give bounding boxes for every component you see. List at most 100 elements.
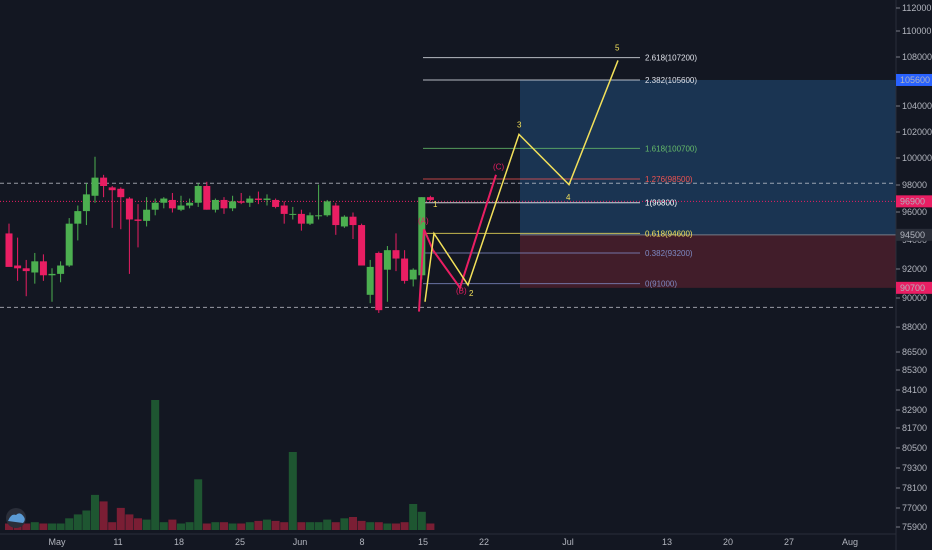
abc-wave-line xyxy=(418,174,497,312)
volume-bar xyxy=(271,520,280,530)
impulse-wave-label: 2 xyxy=(469,289,474,298)
volume-bar xyxy=(177,523,185,530)
candle-body xyxy=(383,250,391,270)
price-tick-label: 92000 xyxy=(902,264,927,274)
volume-bar xyxy=(159,522,168,530)
candle-body xyxy=(229,201,237,209)
price-tick-label: 80500 xyxy=(902,443,927,453)
fib-level-label: 0.618(94600) xyxy=(645,229,693,238)
price-tick-label: 96000 xyxy=(902,207,927,217)
impulse-wave-label: 4 xyxy=(566,193,571,202)
volume-bar xyxy=(263,519,271,530)
volume-bar xyxy=(116,507,125,530)
candle-body xyxy=(263,198,271,200)
volume-bar xyxy=(5,523,13,530)
price-tick-label: 81700 xyxy=(902,423,927,433)
candle-body xyxy=(211,199,219,210)
candle-body xyxy=(323,201,331,216)
volume-bar xyxy=(220,522,228,530)
time-tick-label: 8 xyxy=(359,537,364,547)
volume-bar xyxy=(314,522,323,530)
volume-bar xyxy=(297,522,306,530)
fib-level-label: 0.382(93200) xyxy=(645,249,693,258)
volume-bar xyxy=(142,519,151,530)
stop-zone xyxy=(520,234,896,288)
candle-body xyxy=(177,205,185,210)
price-tick-label: 100000 xyxy=(902,153,932,163)
candle-body xyxy=(246,198,254,203)
candle-body xyxy=(358,225,366,266)
time-tick-label: 15 xyxy=(418,537,428,547)
volume-bar xyxy=(202,523,211,530)
time-tick-label: May xyxy=(48,537,66,547)
candle-body xyxy=(125,198,133,220)
candle-body xyxy=(401,258,409,281)
candle-body xyxy=(289,213,297,215)
candle-body xyxy=(194,186,202,203)
price-tick-label: 78100 xyxy=(902,483,927,493)
price-tick-label: 102000 xyxy=(902,127,932,137)
volume-bar xyxy=(366,522,375,530)
candle-body xyxy=(91,177,99,196)
volume-bar xyxy=(125,514,134,530)
volume-bar xyxy=(383,523,392,530)
candle-body xyxy=(340,216,348,227)
price-badges: 105600 96900 94500 90700 xyxy=(896,73,932,294)
time-tick-label: 11 xyxy=(113,537,122,547)
time-tick-label: 20 xyxy=(723,537,733,547)
volume-bar xyxy=(340,518,349,530)
candle-body xyxy=(160,198,168,203)
fib-level-label: 0(91000) xyxy=(645,280,677,289)
candle-body xyxy=(375,252,383,311)
volume-bar xyxy=(39,523,48,530)
elliott-waves[interactable]: (A) (B) (C) 1 2 3 4 5 xyxy=(418,44,620,312)
time-tick-label: Aug xyxy=(842,537,858,547)
volume-bar xyxy=(254,520,263,530)
candle-body xyxy=(117,188,125,198)
volume-bar xyxy=(185,522,194,530)
time-tick-label: Jun xyxy=(293,537,308,547)
volume-bar xyxy=(168,519,177,530)
price-badge xyxy=(896,73,932,86)
candle-body xyxy=(100,177,108,186)
time-tick-label: 25 xyxy=(235,537,245,547)
price-badge-label: 96900 xyxy=(900,196,925,206)
volume-bar xyxy=(211,522,220,530)
time-axis[interactable]: May 11 18 25 Jun 8 15 22 Jul 13 20 27 Aug xyxy=(48,537,858,547)
candle-body xyxy=(349,216,357,226)
volume-bar xyxy=(73,514,82,530)
candle-body xyxy=(48,273,56,276)
fib-extension[interactable]: 3.326(112000)2.618(107200)2.382(105600)1… xyxy=(423,0,697,289)
candle-body xyxy=(22,268,30,272)
price-tick-label: 75900 xyxy=(902,522,927,532)
volume-bar xyxy=(331,522,340,530)
candle-body xyxy=(65,223,73,266)
impulse-wave-label: 3 xyxy=(517,120,522,129)
candle-body xyxy=(186,202,194,206)
volume-bar xyxy=(194,479,203,530)
price-badge-label: 94500 xyxy=(900,230,925,240)
time-tick-label: 22 xyxy=(479,537,489,547)
time-tick-label: 13 xyxy=(662,537,672,547)
volume-bar xyxy=(306,522,314,530)
candle-body xyxy=(366,266,374,295)
volume-bar xyxy=(30,522,39,530)
volume-bar xyxy=(374,522,383,530)
volume-bar xyxy=(56,523,65,530)
volume-bar xyxy=(134,518,142,530)
time-tick-label: 18 xyxy=(174,537,184,547)
volume-bar xyxy=(417,511,426,530)
price-badge xyxy=(896,195,932,208)
impulse-wave-line xyxy=(424,60,619,302)
volume-bar xyxy=(245,522,254,530)
time-tick-label: Jul xyxy=(562,537,574,547)
fib-level-label: 2.618(107200) xyxy=(645,54,697,63)
price-tick-label: 82900 xyxy=(902,405,927,415)
abc-wave-label: (B) xyxy=(456,286,467,295)
position-tool[interactable] xyxy=(520,79,896,288)
volume-bar xyxy=(82,510,91,530)
candle-body xyxy=(143,209,151,221)
price-tick-label: 77000 xyxy=(902,503,927,513)
candle-body xyxy=(39,261,47,276)
